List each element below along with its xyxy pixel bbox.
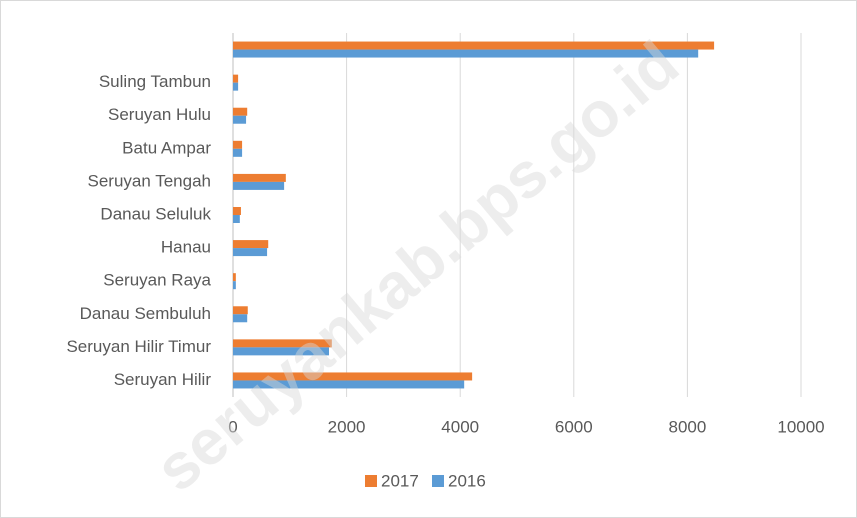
bar [233,148,243,157]
bar [233,273,236,282]
bar [233,339,332,348]
x-tick-label: 0 [228,417,237,436]
bar [233,215,240,223]
bar [233,74,239,83]
y-tick-label: Seruyan Hilir [114,370,212,389]
x-tick-label: 2000 [328,417,366,436]
labels: 0 2000 4000 6000 8000 10000 Seruyan Hilir Seruy… [66,72,824,490]
x-tick-label: 6000 [555,417,593,436]
y-tick-label: Batu Ampar [122,138,211,157]
y-tick-label: Suling Tambun [99,72,211,91]
bar [233,380,465,389]
legend-swatch [432,475,444,487]
bar [233,173,286,182]
bar [233,372,473,381]
legend-label: 2017 [381,471,419,490]
bar [233,248,268,257]
y-tick-label: Seruyan Hilir Timur [66,337,211,356]
x-tick-label: 4000 [441,417,479,436]
x-tick-label: 10000 [777,417,824,436]
y-tick-label: Hanau [161,238,211,257]
y-tick-label: Seruyan Hulu [108,105,211,124]
bar [233,140,243,149]
legend-swatch [365,475,377,487]
bar [233,107,248,116]
bar [233,306,248,315]
bar [233,314,248,323]
x-tick-label: 8000 [668,417,706,436]
bars [233,41,715,389]
y-tick-label: Seruyan Tengah [87,171,211,190]
grid [232,33,802,397]
bar [233,207,241,215]
bar [233,49,699,58]
legend-label: 2016 [448,471,486,490]
bar [233,281,236,290]
y-tick-label: Danau Seluluk [100,204,211,223]
bar [233,41,715,50]
bar [233,347,329,356]
bar [233,181,285,190]
bar [233,82,239,91]
bar [233,115,247,124]
y-tick-label: Seruyan Raya [103,271,211,290]
bar [233,240,269,249]
y-tick-label: Danau Sembuluh [80,304,211,323]
